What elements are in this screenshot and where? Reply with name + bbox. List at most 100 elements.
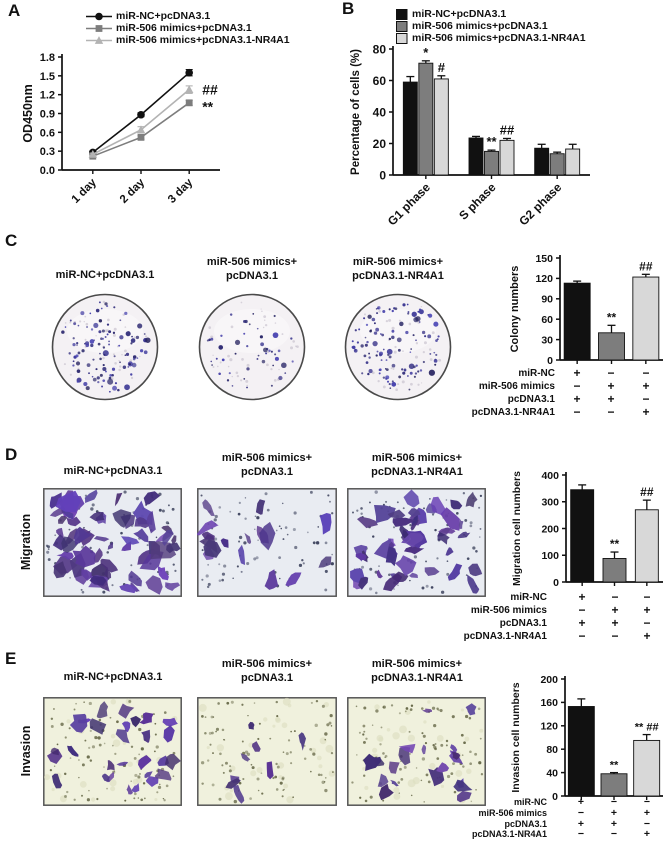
condition-value: − (643, 590, 651, 604)
image-title: miR-NC+pcDNA3.1 (33, 465, 193, 479)
stained-cell (233, 784, 245, 804)
legend-square-marker-icon (86, 24, 112, 32)
condition-row: pcDNA3.1-NR4A1 − − + (455, 630, 672, 643)
panel-e-condition-matrix: miR-NC + − − miR-506 mimics − + + pcDNA3.1 + + − pcD… (455, 797, 672, 843)
circle-marker-icon (137, 110, 145, 119)
svg-text:1.2: 1.2 (40, 90, 55, 102)
condition-value: + (607, 392, 615, 406)
legend-label: miR-506 mimics+pcDNA3.1 (412, 19, 548, 32)
image-title-line: miR-NC+pcDNA3.1 (63, 465, 163, 477)
stained-cell (131, 783, 140, 793)
panel-e-letter: E (5, 649, 17, 668)
stained-cell (53, 561, 67, 579)
stained-cell (73, 526, 93, 546)
stained-cell (93, 547, 103, 563)
svg-text:100: 100 (541, 550, 559, 562)
significance-label: ** (610, 760, 619, 772)
panel-e-row-label: Invasion (19, 725, 33, 777)
square-marker-icon (137, 133, 145, 141)
svg-text:30: 30 (541, 334, 553, 346)
stained-cell (385, 546, 398, 567)
condition-row: miR-506 mimics − + + (455, 380, 672, 393)
panel-c-bar-chart: 0 30 60 90 120 150 Colony numbers ** ## (509, 253, 663, 367)
stained-cell (376, 569, 383, 579)
stained-cell (128, 570, 142, 587)
condition-value: + (610, 806, 618, 819)
image-title-line: pcDNA3.1-NR4A1 (371, 465, 463, 478)
bar (567, 706, 595, 797)
stained-cell (51, 773, 63, 789)
stained-cell (107, 542, 113, 550)
stained-cell (319, 513, 332, 535)
significance-label: ** (610, 537, 620, 551)
stained-cell (139, 712, 154, 725)
x-tick-label: 2 day (118, 176, 148, 206)
stained-cell (424, 567, 440, 576)
bar (549, 153, 565, 176)
condition-value: + (578, 616, 586, 630)
stained-cell (93, 536, 110, 542)
condition-value: − (610, 796, 618, 808)
stained-cell (409, 572, 418, 578)
image-title-line: miR-NC+pcDNA3.1 (63, 671, 163, 683)
condition-row-label: miR-506 mimics (470, 605, 547, 616)
circle-marker-icon (95, 12, 103, 20)
condition-row: pcDNA3.1 + + − (455, 617, 672, 630)
stained-cell (143, 491, 161, 506)
stained-cell (285, 572, 302, 587)
svg-text:120: 120 (540, 721, 558, 733)
stained-cell (49, 492, 63, 509)
stained-cell (407, 508, 421, 517)
legend-swatch-icon (396, 32, 408, 44)
stained-cell (116, 761, 129, 766)
x-tick-label: G1 phase (385, 180, 433, 228)
condition-value: + (643, 603, 651, 617)
legend-swatch-icon (396, 8, 408, 20)
stained-cell (238, 544, 245, 565)
condition-row: miR-506 mimics − + + (455, 806, 672, 819)
bar (534, 147, 550, 176)
stained-cell (244, 532, 252, 544)
stained-cell (377, 773, 389, 787)
image-title-line: miR-506 mimics+ (352, 256, 444, 268)
stained-cell (447, 563, 463, 581)
condition-row-label: miR-506 mimics (478, 381, 555, 392)
condition-value: + (577, 817, 585, 830)
image-title: miR-506 mimics+ pcDNA3.1-NR4A1 (337, 658, 497, 685)
condition-value: + (578, 590, 586, 604)
legend-item: miR-506 mimics+pcDNA3.1 (396, 20, 586, 32)
svg-text:200: 200 (541, 523, 559, 535)
stained-cell (410, 519, 419, 531)
stained-cell (255, 499, 266, 515)
stained-cell (130, 715, 141, 728)
colony-dish-image-1 (51, 293, 159, 401)
square-marker-icon (95, 24, 103, 32)
condition-value: + (611, 603, 619, 617)
bar (402, 81, 418, 176)
svg-text:80: 80 (546, 744, 558, 756)
bar (563, 282, 591, 361)
condition-value: − (611, 590, 619, 604)
stained-cell (114, 492, 123, 507)
condition-row: pcDNA3.1 + + − (455, 817, 672, 830)
significance-label: ## (640, 485, 654, 499)
stained-cell (203, 539, 222, 558)
image-title-line: miR-506 mimics+ (221, 658, 313, 670)
stained-cell (430, 496, 446, 516)
stained-cell (96, 701, 109, 719)
colony-dish-image-2 (198, 293, 306, 401)
legend-item: miR-506 mimics+pcDNA3.1-NR4A1 (86, 34, 290, 46)
svg-text:40: 40 (546, 767, 558, 779)
stained-cell (266, 761, 274, 780)
svg-text:0.6: 0.6 (40, 127, 55, 139)
condition-row-label: pcDNA3.1-NR4A1 (463, 631, 547, 642)
svg-text:0.0: 0.0 (40, 165, 55, 177)
stained-cell (89, 575, 107, 586)
stained-cell (357, 516, 378, 529)
svg-text:20: 20 (373, 137, 387, 151)
condition-value: + (643, 629, 651, 643)
stained-cell (163, 725, 175, 743)
stained-cell (165, 582, 181, 591)
stained-cell (457, 531, 471, 539)
stained-cell (390, 779, 399, 787)
